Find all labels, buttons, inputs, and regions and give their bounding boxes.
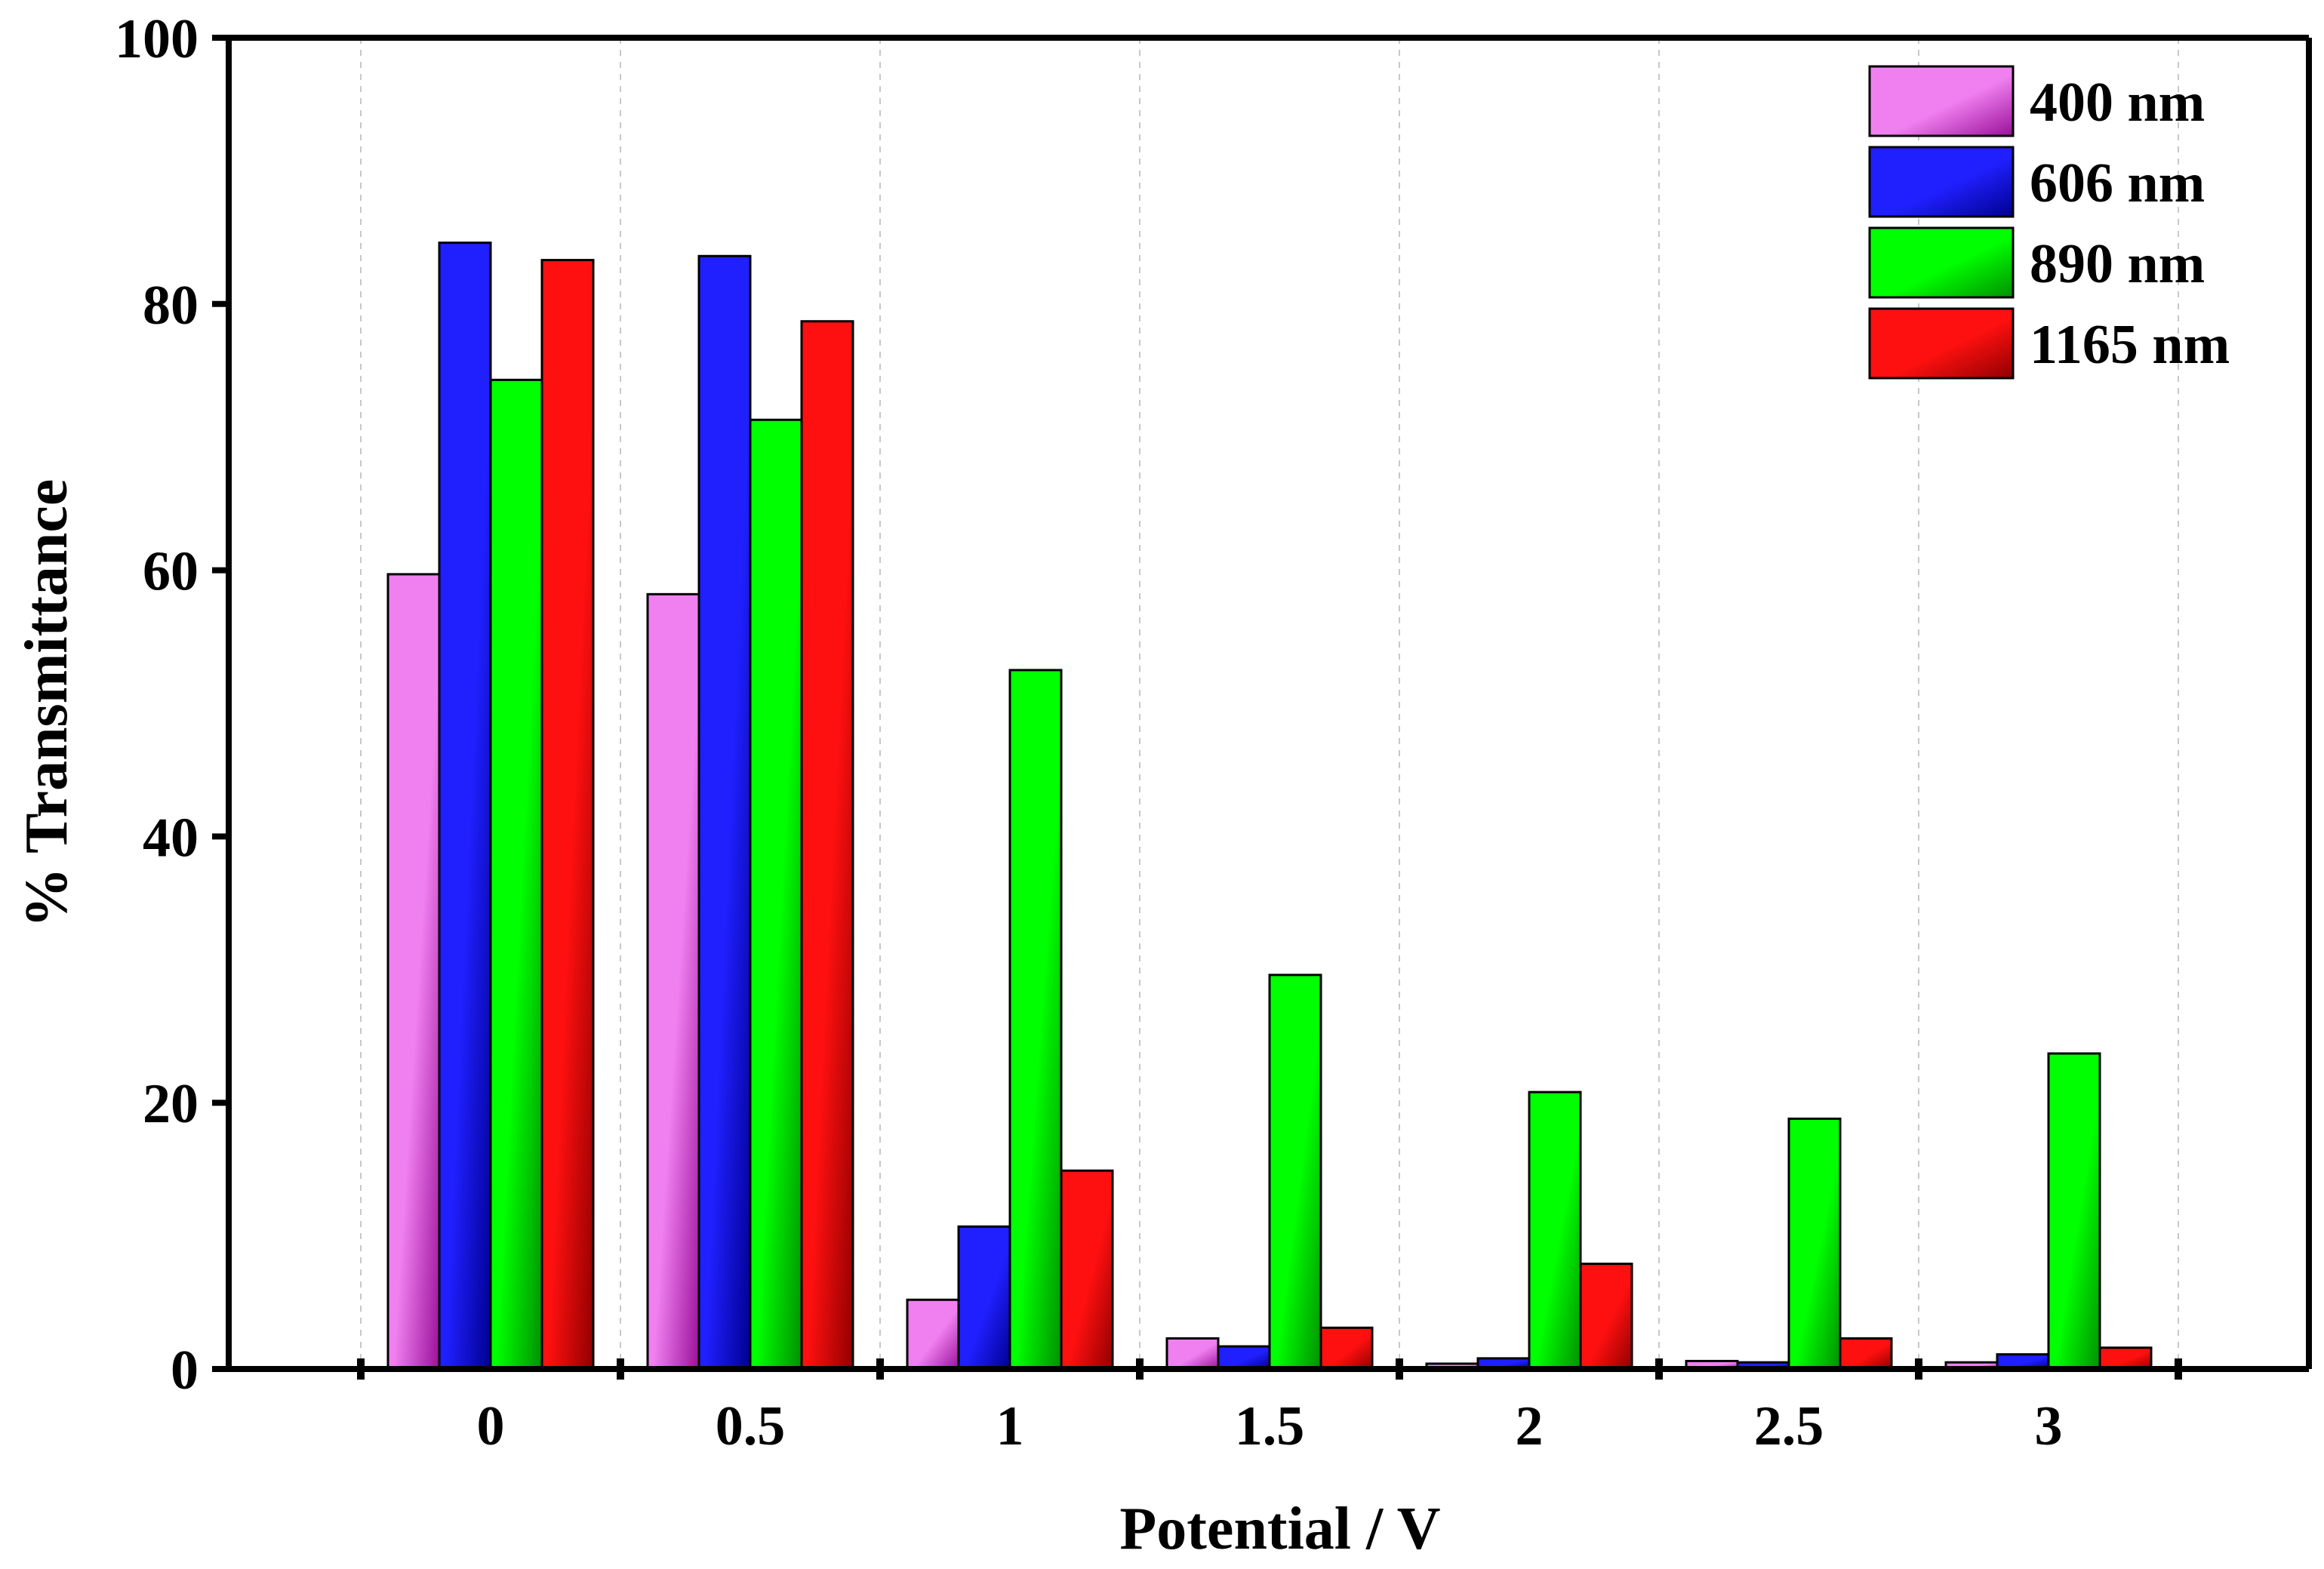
bar-400-nm-1.5 [1165, 1337, 1220, 1371]
bar-890-nm-2.5 [1787, 1117, 1842, 1371]
y-tick-label: 40 [143, 807, 199, 869]
legend-label: 890 nm [2030, 233, 2205, 295]
x-tick-label: 0.5 [716, 1395, 786, 1457]
bar-606-nm-0.5 [697, 254, 752, 1371]
bar-1165-nm-1 [1060, 1169, 1114, 1371]
legend-swatch-1165-nm [1868, 307, 2015, 380]
bar-890-nm-0.5 [749, 418, 803, 1371]
legend-swatch-606-nm [1868, 146, 2015, 218]
bar-1165-nm-2.5 [1839, 1337, 1893, 1371]
bars [386, 242, 2153, 1371]
x-tick-label: 1.5 [1235, 1395, 1305, 1457]
bar-606-nm-1 [957, 1225, 1011, 1371]
y-tick-label: 100 [115, 8, 199, 70]
bar-400-nm-0.5 [646, 592, 700, 1371]
legend: 400 nm 606 nm 890 nm 1165 nm [1868, 65, 2230, 380]
bar-890-nm-1.5 [1268, 974, 1322, 1371]
legend-label: 606 nm [2030, 152, 2205, 214]
bar-606-nm-0 [438, 242, 492, 1371]
x-tick-label: 3 [2035, 1395, 2063, 1457]
y-axis-title: % Transmittance [14, 479, 80, 928]
bar-606-nm-1.5 [1217, 1345, 1271, 1371]
y-tick-label: 0 [171, 1340, 199, 1401]
axes [226, 35, 2312, 1372]
bar-890-nm-3 [2047, 1052, 2101, 1371]
bar-1165-nm-3 [2098, 1346, 2153, 1371]
x-tick-label: 1 [996, 1395, 1024, 1457]
legend-label: 400 nm [2030, 72, 2205, 134]
y-tick-label: 80 [143, 275, 199, 337]
bar-400-nm-1 [906, 1298, 960, 1371]
y-tick-label: 60 [143, 541, 199, 603]
legend-swatch-890-nm [1868, 226, 2015, 299]
x-tick-label: 2 [1516, 1395, 1544, 1457]
bar-1165-nm-2 [1579, 1263, 1633, 1371]
x-tick-label: 2.5 [1754, 1395, 1824, 1457]
bar-1165-nm-0 [540, 259, 595, 1371]
x-axis-title: Potential / V [1119, 1496, 1440, 1562]
bar-890-nm-1 [1008, 669, 1063, 1371]
legend-label: 1165 nm [2030, 314, 2230, 376]
bar-890-nm-0 [489, 378, 543, 1371]
bar-400-nm-0 [386, 573, 441, 1371]
bar-890-nm-2 [1528, 1091, 1582, 1371]
x-tick-label: 0 [477, 1395, 505, 1457]
bar-1165-nm-0.5 [800, 320, 854, 1371]
bar-1165-nm-1.5 [1319, 1326, 1374, 1371]
legend-swatch-400-nm [1868, 65, 2015, 137]
ticks: 0 20 40 60 80 100 0 0.5 1 1.5 2 2.5 3 [115, 8, 2182, 1457]
y-tick-label: 20 [143, 1073, 199, 1135]
